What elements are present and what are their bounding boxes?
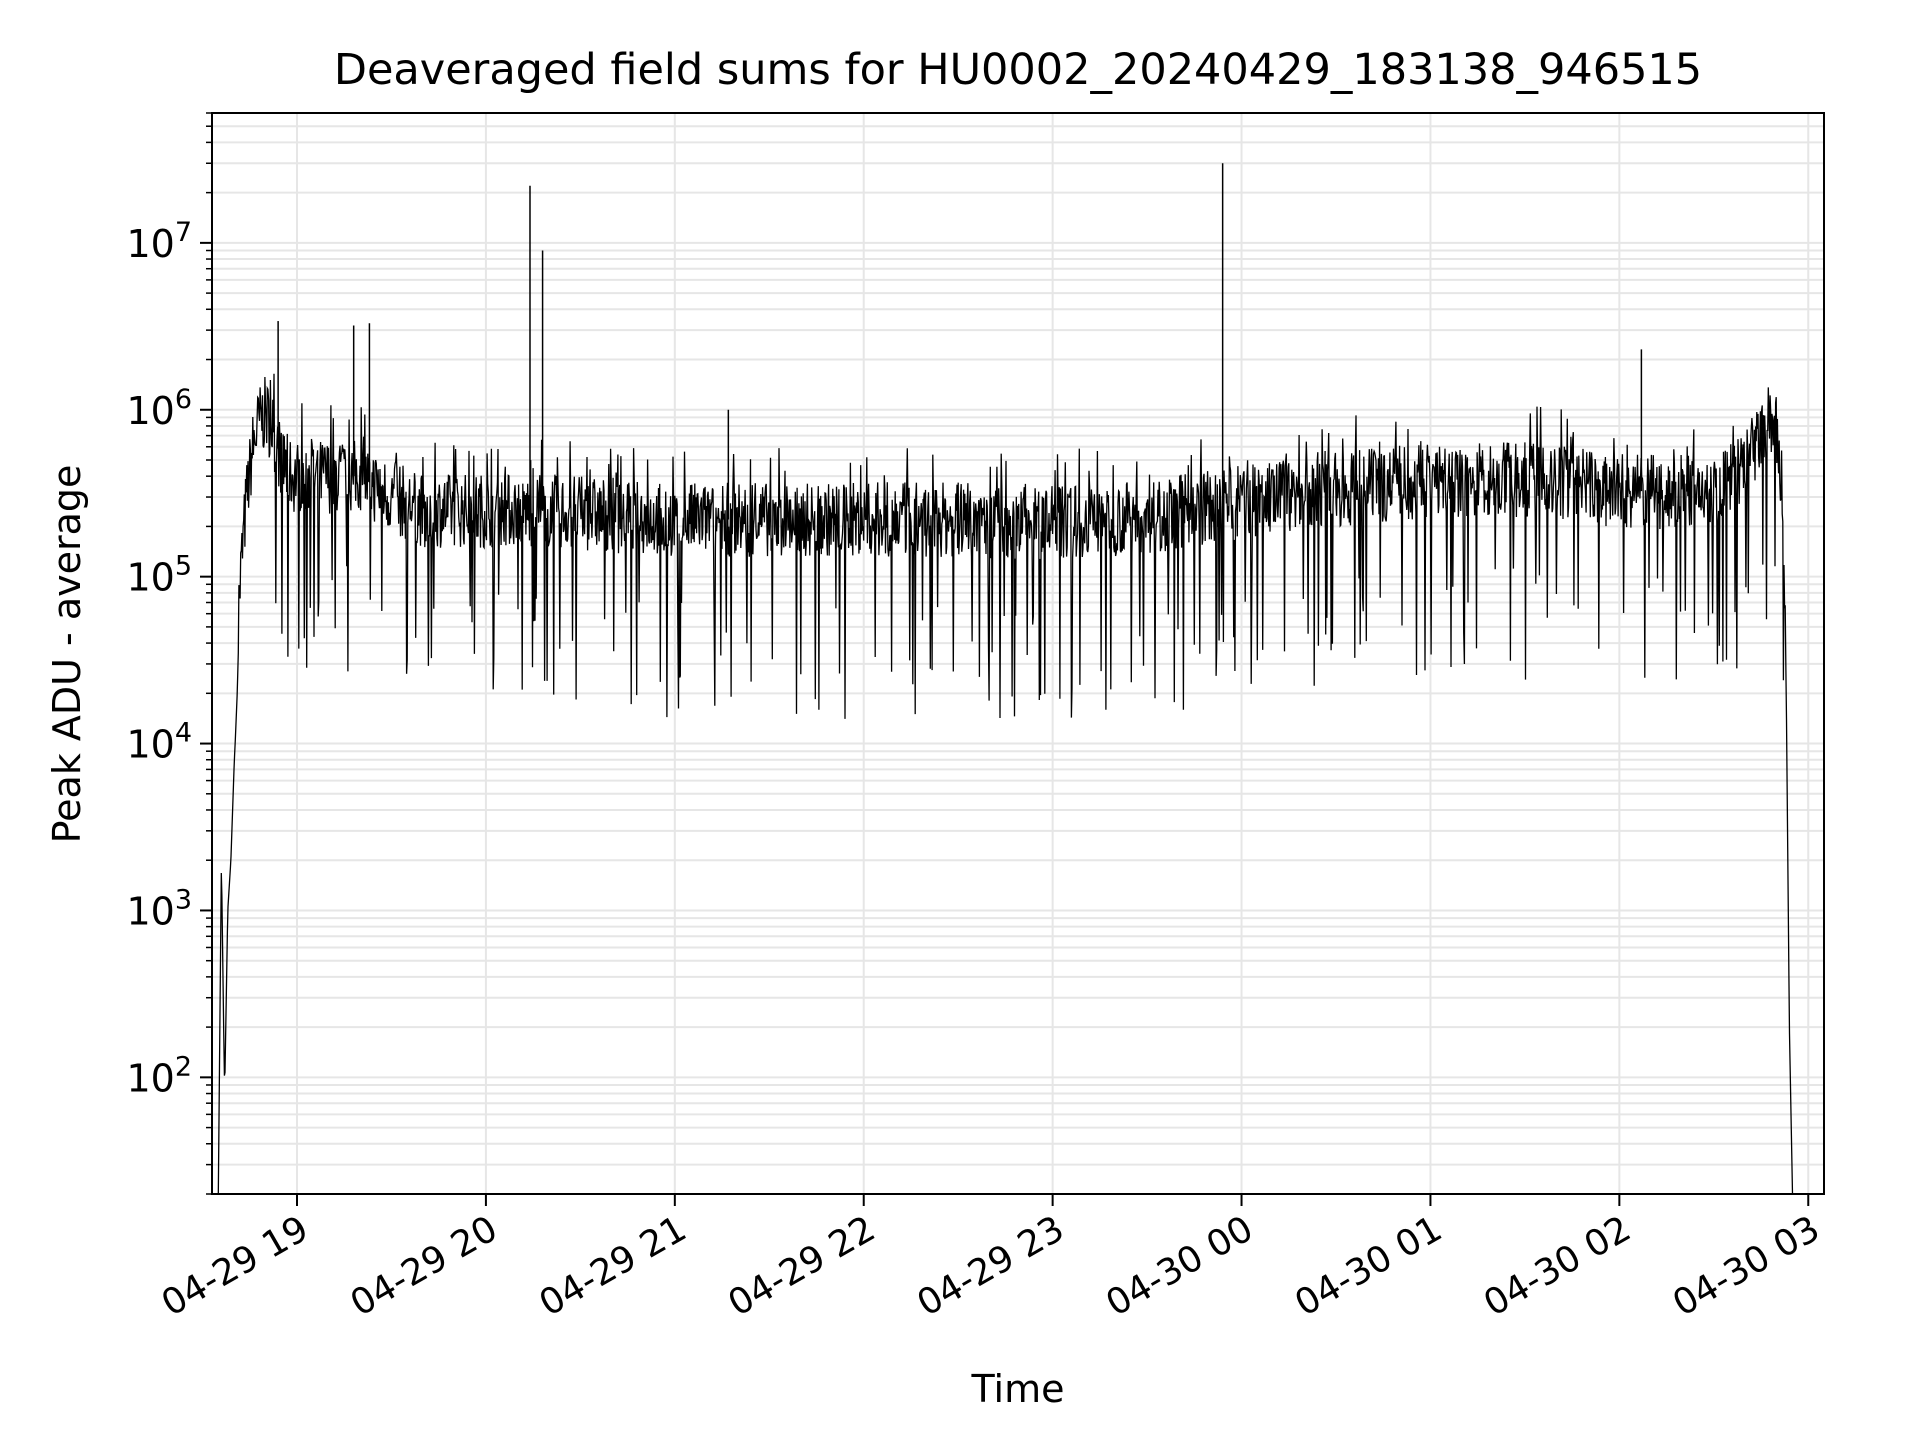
y-axis-label: Peak ADU - average xyxy=(45,465,89,844)
y-tick-label: 104 xyxy=(126,718,192,767)
y-tick-label: 103 xyxy=(126,884,192,933)
y-tick-label: 106 xyxy=(126,384,192,433)
chart-title: Deaveraged field sums for HU0002_2024042… xyxy=(334,45,1702,95)
plot-frame xyxy=(211,112,1825,1195)
x-axis-label: Time xyxy=(971,1367,1065,1411)
y-tick-label: 102 xyxy=(126,1051,192,1100)
y-tick-label: 105 xyxy=(126,551,192,600)
series-line xyxy=(217,373,1794,1194)
y-tick-label: 107 xyxy=(126,217,192,266)
data-layer xyxy=(217,163,1794,1194)
